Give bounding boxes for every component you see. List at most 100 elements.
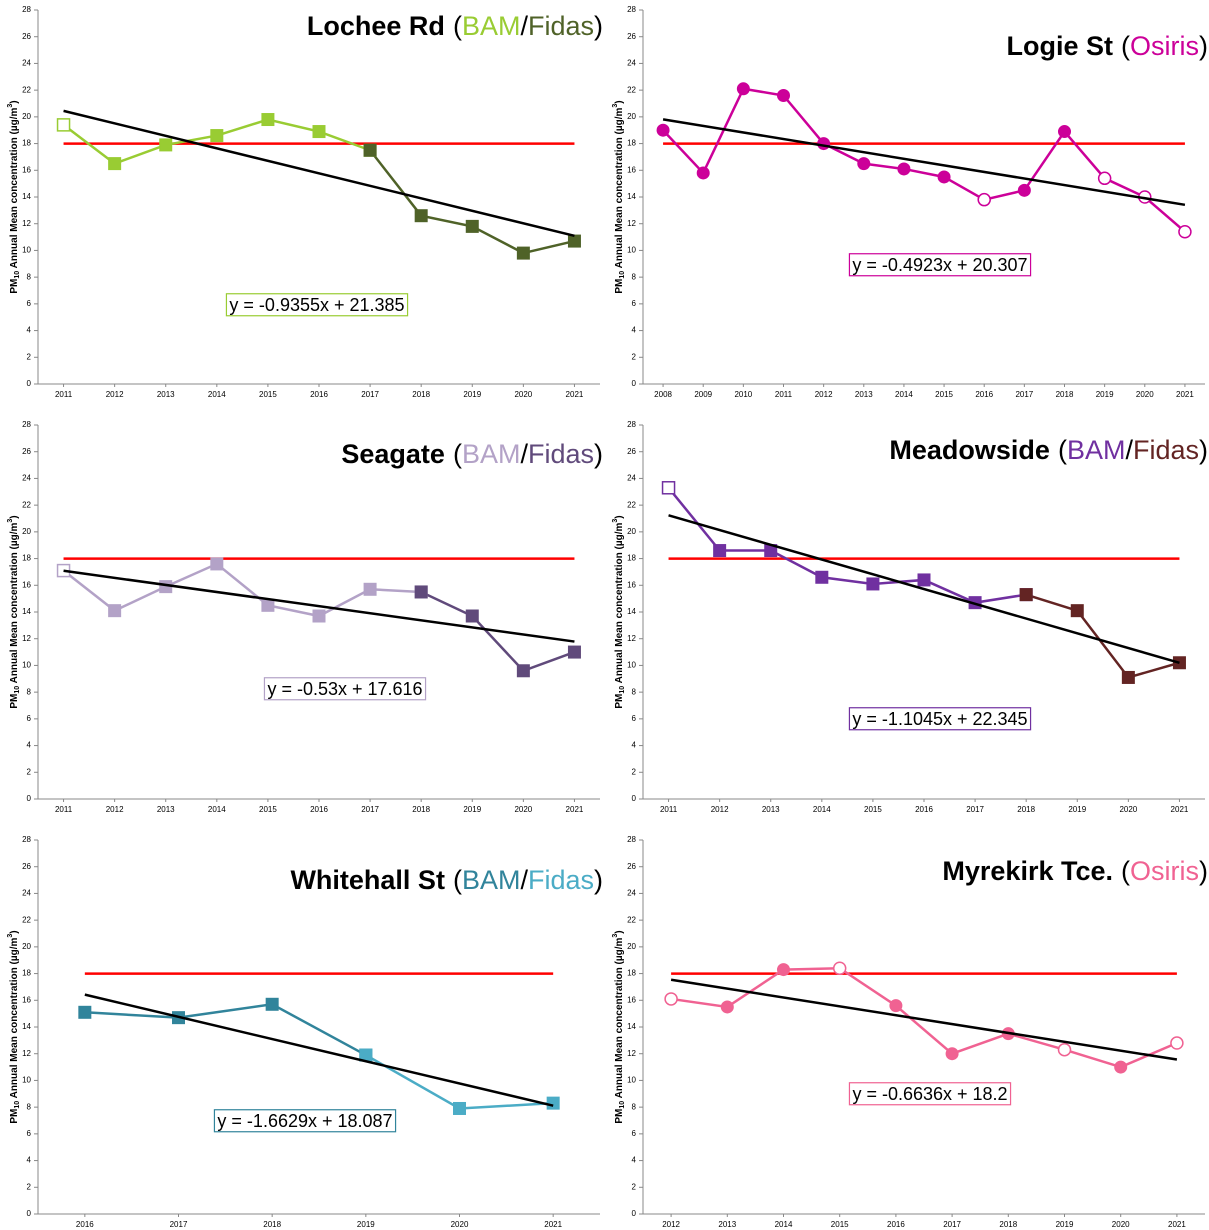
x-tick-label: 2020	[451, 1220, 469, 1229]
y-tick-label: 6	[27, 299, 32, 308]
y-axis-label-part: )	[9, 515, 20, 518]
y-tick-label: 2	[632, 1182, 637, 1191]
y-tick-label: 14	[22, 192, 31, 201]
y-tick-label: 12	[627, 1049, 636, 1058]
x-tick-label: 2017	[943, 1220, 961, 1229]
chart-title: Lochee Rd (BAM/Fidas)	[307, 11, 603, 41]
y-tick-label: 28	[22, 835, 31, 844]
y-tick-label: 18	[22, 969, 31, 978]
x-tick-label: 2013	[762, 805, 780, 814]
marker	[465, 219, 479, 233]
y-tick-label: 16	[22, 580, 31, 589]
y-tick-label: 22	[627, 500, 636, 509]
equation-box	[213, 1109, 397, 1133]
equation-box	[848, 253, 1032, 277]
x-tick-label: 2018	[1056, 390, 1074, 399]
x-tick-label: 2013	[855, 390, 873, 399]
marker	[414, 209, 428, 223]
x-tick-label: 2018	[1017, 805, 1035, 814]
trend-equation: y = -0.53x + 17.616	[267, 679, 422, 699]
equation-box	[848, 707, 1032, 731]
marker	[1058, 125, 1071, 139]
title-mark: )	[594, 439, 603, 469]
title-name: Lochee Rd	[307, 11, 445, 41]
legend-entry: Fidas	[528, 439, 594, 469]
y-axis-label-part: PM	[614, 1109, 625, 1124]
title-mark: )	[1199, 31, 1208, 61]
y-tick-label: 26	[22, 32, 31, 41]
chart-title: Myrekirk Tce. (Osiris)	[942, 856, 1208, 886]
trend-line	[63, 109, 575, 238]
y-tick-label: 28	[22, 5, 31, 14]
y-tick-label: 10	[22, 1076, 31, 1085]
marker	[889, 999, 903, 1013]
equation-box	[225, 293, 409, 317]
x-tick-label: 2011	[775, 390, 793, 399]
legend-entry: Osiris	[1130, 31, 1199, 61]
y-tick-label: 10	[22, 661, 31, 670]
x-tick-label: 2015	[259, 805, 277, 814]
x-tick-label: 2017	[966, 805, 984, 814]
x-tick-label: 2021	[1176, 390, 1194, 399]
x-tick-label: 2019	[1068, 805, 1086, 814]
trend-equation: y = -0.9355x + 21.385	[229, 295, 404, 315]
x-tick-label: 2014	[208, 390, 226, 399]
y-tick-label: 22	[627, 85, 636, 94]
y-tick-label: 16	[627, 580, 636, 589]
title-mark: )	[1199, 435, 1208, 465]
x-tick-label: 2016	[76, 1220, 94, 1229]
x-tick-label: 2016	[887, 1220, 905, 1229]
x-tick-label: 2019	[463, 390, 481, 399]
x-tick-label: 2011	[660, 805, 678, 814]
y-axis-label-part: 3	[7, 104, 14, 108]
y-tick-label: 8	[27, 1102, 32, 1111]
x-tick-label: 2016	[310, 805, 328, 814]
y-tick-label: 28	[627, 5, 636, 14]
y-tick-label: 22	[22, 500, 31, 509]
y-tick-label: 2	[27, 767, 32, 776]
marker	[567, 234, 581, 248]
equation-box	[263, 677, 427, 701]
x-tick-label: 2021	[544, 1220, 562, 1229]
x-tick-label: 2016	[310, 390, 328, 399]
y-tick-label: 16	[22, 995, 31, 1004]
marker	[1017, 183, 1031, 197]
legend-entry: Fidas	[1133, 435, 1199, 465]
title-mark: (	[1121, 856, 1130, 886]
y-tick-label: 18	[22, 139, 31, 148]
y-tick-label: 6	[27, 714, 32, 723]
trend-equation: y = -0.4923x + 20.307	[852, 255, 1027, 275]
legend-entry: BAM	[462, 865, 521, 895]
x-tick-label: 2019	[463, 805, 481, 814]
y-tick-label: 22	[22, 85, 31, 94]
marker	[265, 997, 279, 1011]
chart-title: Seagate (BAM/Fidas)	[341, 439, 603, 469]
x-tick-label: 2017	[1015, 390, 1033, 399]
marker	[720, 1000, 734, 1014]
y-axis-label: PM10 Annual Mean concentration (µg/m3)	[612, 930, 626, 1123]
y-tick-label: 24	[22, 474, 31, 483]
y-axis-label-part: )	[614, 930, 625, 933]
x-tick-label: 2010	[734, 390, 752, 399]
y-tick-label: 0	[27, 1209, 32, 1218]
legend-entry: BAM	[1067, 435, 1126, 465]
x-tick-label: 2012	[711, 805, 729, 814]
y-axis-label-part: 10	[14, 686, 21, 694]
y-tick-label: 16	[627, 165, 636, 174]
marker	[815, 570, 829, 584]
y-axis-label-part: PM	[9, 279, 20, 294]
x-tick-label: 2011	[55, 805, 73, 814]
x-tick-label: 2021	[1171, 805, 1189, 814]
series-line	[670, 966, 1178, 1069]
x-tick-label: 2015	[935, 390, 953, 399]
legend-entry: Fidas	[528, 865, 594, 895]
x-tick-label: 2018	[412, 390, 430, 399]
x-tick-label: 2013	[157, 805, 175, 814]
y-tick-label: 28	[22, 420, 31, 429]
y-tick-label: 20	[627, 942, 636, 951]
legend-entry: BAM	[462, 439, 521, 469]
marker	[261, 598, 275, 612]
x-tick-label: 2011	[55, 390, 73, 399]
y-axis-label-part: Annual Mean concentration (µg/m	[614, 938, 625, 1101]
